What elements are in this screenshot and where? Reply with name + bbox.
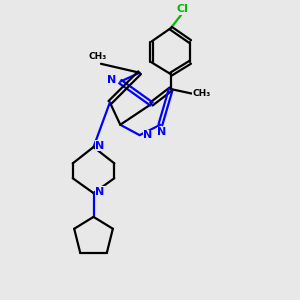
Text: CH₃: CH₃ — [193, 89, 211, 98]
Text: N: N — [107, 75, 117, 85]
Text: N: N — [157, 127, 167, 137]
Text: N: N — [95, 140, 105, 151]
Text: Cl: Cl — [177, 4, 189, 14]
Text: CH₃: CH₃ — [89, 52, 107, 61]
Text: N: N — [95, 187, 105, 196]
Text: N: N — [143, 130, 152, 140]
